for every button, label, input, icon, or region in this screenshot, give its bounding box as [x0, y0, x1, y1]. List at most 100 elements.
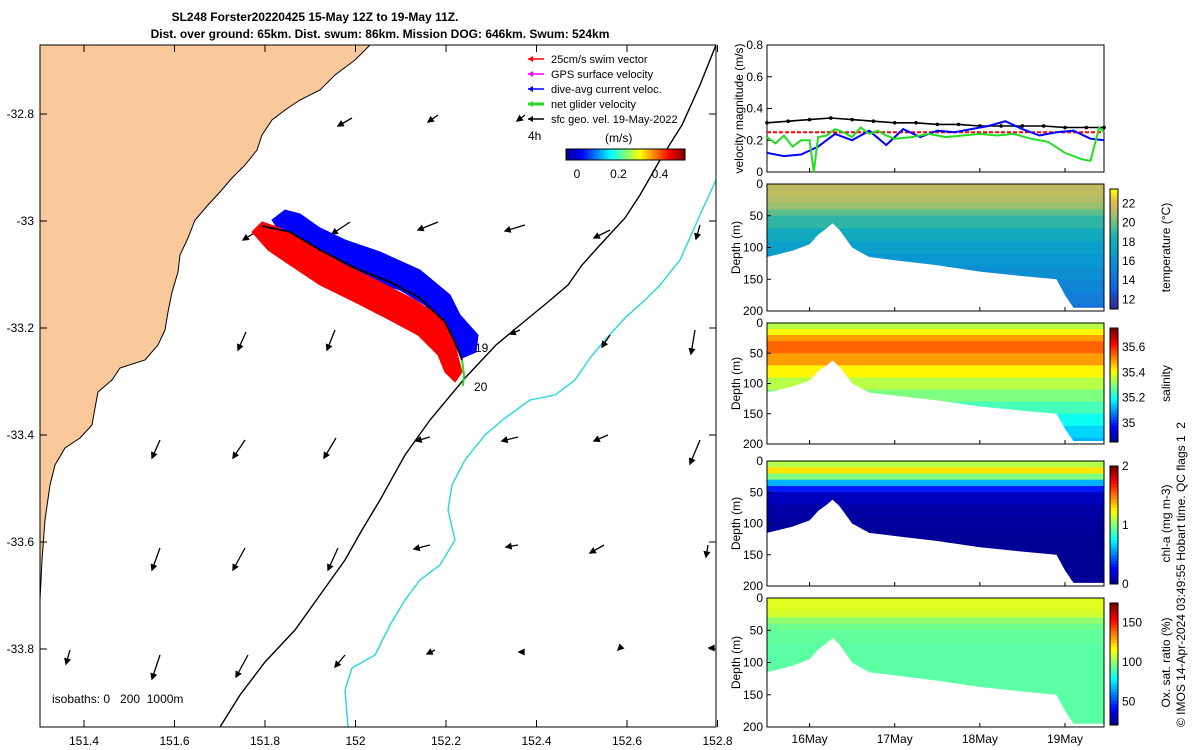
section-colorbar-cell [1110, 282, 1118, 286]
section-y-tick-label: 0 [756, 454, 763, 468]
section-colorbar-label: chl-a (mg m-3) [1159, 484, 1173, 562]
section-colorbar-cell [1110, 198, 1118, 202]
section-ylabel: Depth (m) [729, 497, 743, 550]
section-colorbar-cell [1110, 560, 1118, 564]
geo-vel-arrowhead [500, 436, 509, 444]
section-colorbar-cell [1110, 639, 1118, 644]
section-colorbar-cell [1110, 201, 1118, 205]
section-colorbar-cell [1110, 267, 1118, 271]
section-colorbar-cell [1110, 382, 1118, 386]
section-colorbar-cell [1110, 376, 1118, 380]
day-label-20: 20 [474, 380, 488, 394]
velocity-series-line [766, 125, 1105, 173]
section-colorbar-cell [1110, 328, 1118, 332]
section-panel: 0 50 100 150 200 Depth (m) 12 14 16 18 20 22 tempera… [729, 177, 1173, 318]
velocity-point [892, 120, 897, 125]
section-y-tick-label: 50 [750, 346, 764, 360]
map-colorbar-cell [639, 149, 642, 160]
section-y-tick-label: 50 [750, 485, 764, 499]
section-colorbar-cell [1110, 578, 1118, 582]
map-colorbar-frame [565, 148, 686, 161]
section-colorbar-cell [1110, 498, 1118, 502]
map-x-tick-label: 152.4 [521, 734, 551, 748]
section-y-tick-label: 200 [743, 720, 763, 734]
section-colorbar-tick-label: 22 [1122, 196, 1136, 210]
section-colorbar-cell [1110, 276, 1118, 280]
section-colorbar-cell [1110, 664, 1118, 668]
map-x-tick-label: 151.6 [159, 734, 189, 748]
map-colorbar-cell [671, 149, 674, 160]
section-band [767, 504, 1104, 518]
map-y-tick-label: -33.6 [7, 535, 35, 549]
velocity-point [1041, 124, 1046, 128]
section-y-tick-label: 150 [743, 548, 763, 562]
map-colorbar-tick-label: 0 [574, 167, 581, 181]
legend-entry: net glider velocity [551, 99, 636, 111]
map-colorbar-cell [577, 149, 581, 160]
land [40, 45, 371, 620]
map-colorbar-cell [615, 149, 619, 160]
section-colorbar-cell [1110, 370, 1118, 375]
velocity-point [807, 117, 812, 122]
section-colorbar-cell [1110, 439, 1118, 443]
section-colorbar-cell [1110, 336, 1118, 340]
section-band [767, 347, 1104, 354]
section-colorbar-cell [1110, 261, 1118, 265]
geo-vel-arrowhead [601, 340, 609, 349]
geo-vel-arrowhead [588, 547, 597, 554]
isobath-200 [219, 45, 716, 727]
velocity-y-tick-label: 0.4 [746, 102, 763, 116]
section-colorbar-cell [1110, 231, 1118, 235]
section-colorbar-cell [1110, 606, 1118, 610]
legend-entry: 25cm/s swim vector [551, 54, 648, 66]
velocity-y-tick-label: 0.8 [746, 38, 763, 52]
section-y-tick-label: 150 [743, 272, 763, 286]
section-colorbar-cell [1110, 210, 1118, 214]
map-colorbar-cell [599, 149, 603, 160]
map-colorbar-cell [661, 149, 664, 160]
section-colorbar-cell [1110, 654, 1118, 659]
map-x-tick-label: 152.6 [612, 734, 642, 748]
section-colorbar-cell [1110, 569, 1118, 573]
section-band [767, 598, 1104, 605]
section-colorbar-cell [1110, 676, 1118, 680]
velocity-point [850, 117, 854, 122]
section-colorbar-cell [1110, 213, 1118, 217]
geo-vel-arrowhead [688, 457, 696, 466]
map-colorbar-cell [583, 149, 587, 160]
map-colorbar-cell [567, 149, 571, 160]
section-colorbar-cell [1110, 379, 1118, 383]
date-tick-label: 16May [792, 732, 828, 746]
section-colorbar-cell [1110, 548, 1118, 553]
geo-vel-arrowhead [237, 343, 244, 352]
map-colorbar-cell [677, 149, 680, 160]
map-colorbar-cell [621, 149, 625, 160]
section-colorbar-cell [1110, 533, 1118, 538]
section-band [767, 184, 1104, 191]
section-colorbar-cell [1110, 189, 1118, 193]
section-colorbar-cell [1110, 527, 1118, 532]
map-panel: 19 20 151.4 151.6 151.8 152 152.2 152.4 152.6 1… [7, 44, 733, 748]
title-line2: Dist. over ground: 65km. Dist. swum: 86k… [151, 27, 610, 41]
map-colorbar-cell [673, 149, 676, 160]
map-legend: 25cm/s swim vector GPS surface velocity di… [528, 54, 678, 126]
section-band [767, 479, 1104, 487]
map-y-ticks: -32.8 -33 -33.2 -33.4 -33.6 -33.8 [7, 107, 716, 656]
map-y-tick-label: -33 [17, 214, 35, 228]
map-y-tick-label: -33.2 [7, 321, 35, 335]
section-y-tick-label: 100 [743, 377, 763, 391]
map-colorbar-cell [679, 149, 682, 160]
section-colorbar-tick-label: 0 [1122, 577, 1129, 591]
section-colorbar-cell [1110, 246, 1118, 250]
section-colorbar-cell [1110, 279, 1118, 283]
map-x-tick-label: 151.8 [250, 734, 280, 748]
section-colorbar-cell [1110, 342, 1118, 346]
section-colorbar-cell [1110, 356, 1118, 360]
side-label: © IMOS 14-Apr-2024 03:49:55 Hobart time.… [1174, 422, 1188, 727]
section-colorbar-cell [1110, 291, 1118, 295]
map-colorbar-cell [645, 149, 648, 160]
map-y-tick-label: -32.8 [7, 107, 35, 121]
map-x-tick-label: 151.4 [69, 734, 99, 748]
section-colorbar-cell [1110, 345, 1118, 349]
